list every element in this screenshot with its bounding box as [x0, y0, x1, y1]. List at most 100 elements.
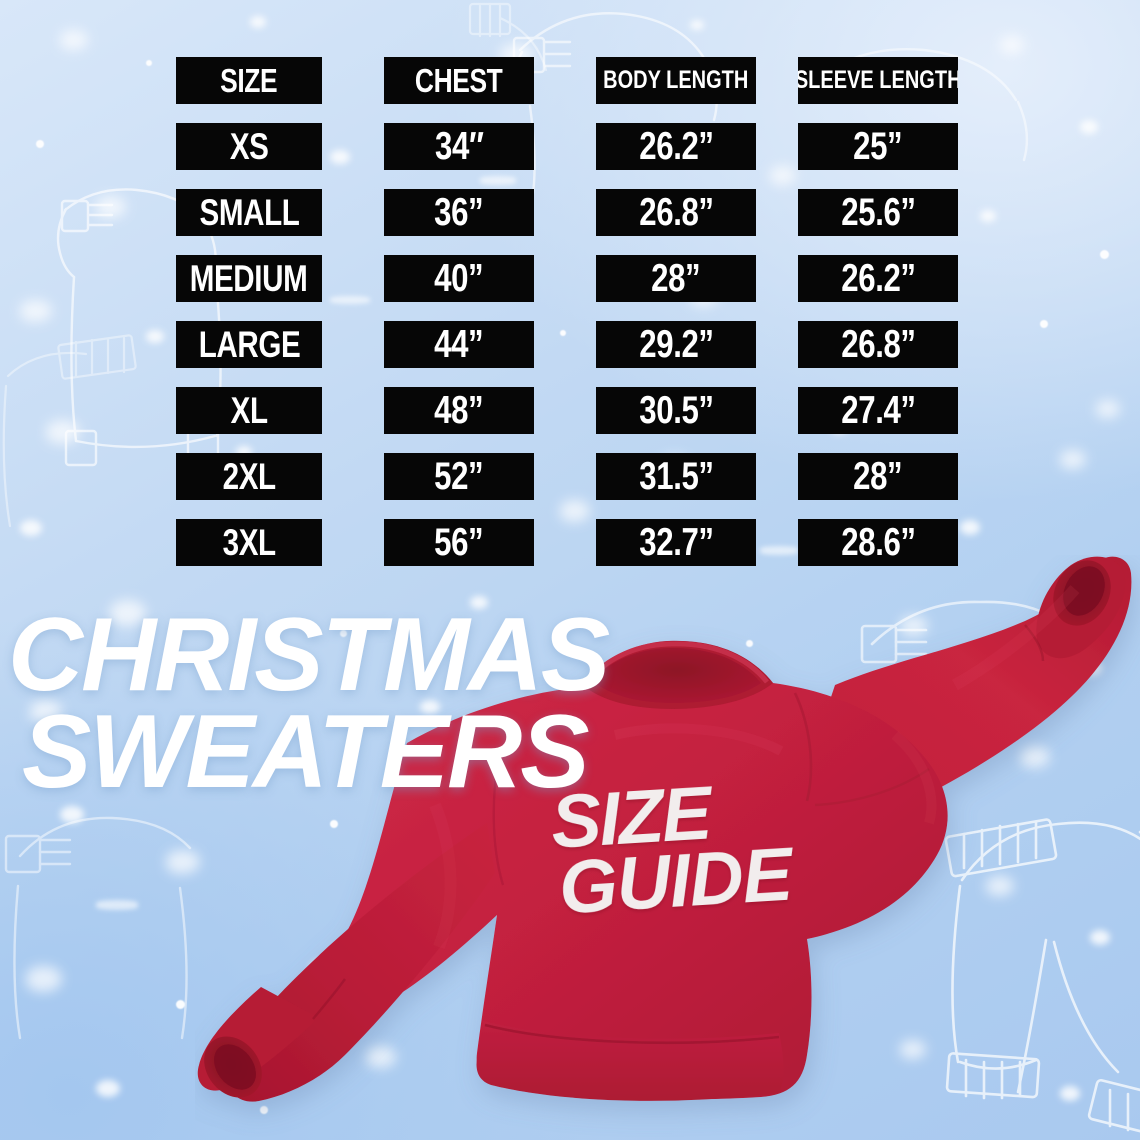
value-chest: 48”	[434, 389, 484, 432]
cell-chest: 48”	[384, 387, 534, 434]
cell-body-length: 32.7”	[596, 519, 756, 566]
value-body-length: 32.7”	[638, 521, 714, 564]
column-gap	[322, 387, 384, 434]
column-gap	[756, 57, 798, 104]
value-chest: 36”	[434, 191, 484, 234]
value-body-length: 31.5”	[638, 455, 714, 498]
header-label-sleeve-length: SLEEVE LENGTH	[798, 66, 958, 94]
cell-sleeve-length: 28”	[798, 453, 958, 500]
value-size: XL	[230, 390, 268, 431]
value-sleeve-length: 26.2”	[840, 257, 916, 300]
value-sleeve-length: 27.4”	[840, 389, 916, 432]
value-size: MEDIUM	[190, 258, 308, 299]
value-size: SMALL	[199, 192, 299, 233]
cell-sleeve-length: 25.6”	[798, 189, 958, 236]
column-gap	[756, 189, 798, 236]
value-sleeve-length: 26.8”	[840, 323, 916, 366]
column-gap	[534, 189, 596, 236]
column-gap	[534, 57, 596, 104]
title-line-1: CHRISTMAS	[8, 597, 610, 713]
cell-size: 3XL	[176, 519, 322, 566]
cell-body-length: 26.8”	[596, 189, 756, 236]
table-row: XS 34″ 26.2” 25”	[176, 123, 958, 170]
value-chest: 56”	[434, 521, 484, 564]
cell-chest: 52”	[384, 453, 534, 500]
cell-body-length: 28”	[596, 255, 756, 302]
value-chest: 52”	[434, 455, 484, 498]
value-body-length: 28”	[651, 257, 701, 300]
cell-body-length: 26.2”	[596, 123, 756, 170]
cell-chest: 34″	[384, 123, 534, 170]
cell-size: 2XL	[176, 453, 322, 500]
column-gap	[534, 123, 596, 170]
table-row: SMALL 36” 26.8” 25.6”	[176, 189, 958, 236]
column-gap	[756, 255, 798, 302]
value-size: LARGE	[198, 324, 300, 365]
print-line-2: GUIDE	[556, 831, 794, 930]
column-gap	[322, 453, 384, 500]
cell-body-length: 30.5”	[596, 387, 756, 434]
value-sleeve-length: 28”	[853, 455, 903, 498]
column-gap	[756, 321, 798, 368]
column-gap	[322, 255, 384, 302]
value-size: XS	[229, 126, 269, 167]
cell-body-length: 31.5”	[596, 453, 756, 500]
column-gap	[534, 453, 596, 500]
title-line-2: SWEATERS	[22, 693, 590, 810]
column-gap	[756, 453, 798, 500]
column-gap	[534, 255, 596, 302]
cell-sleeve-length: 26.8”	[798, 321, 958, 368]
cell-body-length: 29.2”	[596, 321, 756, 368]
cell-chest: 56”	[384, 519, 534, 566]
cell-chest: 36”	[384, 189, 534, 236]
table-row: 3XL 56” 32.7” 28.6”	[176, 519, 958, 566]
value-body-length: 26.2”	[638, 125, 714, 168]
value-sleeve-length: 28.6”	[840, 521, 916, 564]
value-chest: 44”	[434, 323, 484, 366]
cell-chest: 44”	[384, 321, 534, 368]
value-body-length: 29.2”	[638, 323, 714, 366]
column-gap	[756, 387, 798, 434]
cell-size: XL	[176, 387, 322, 434]
header-label-body-length: BODY LENGTH	[603, 66, 749, 94]
value-chest: 40”	[434, 257, 484, 300]
value-sleeve-length: 25.6”	[840, 191, 916, 234]
column-gap	[322, 57, 384, 104]
table-row: MEDIUM 40” 28” 26.2”	[176, 255, 958, 302]
size-chart-table: SIZE CHEST BODY LENGTH SLEEVE LENGTH XS …	[176, 57, 958, 585]
page-title: CHRISTMAS SWEATERS	[8, 597, 610, 810]
column-gap	[322, 189, 384, 236]
header-cell-body-length: BODY LENGTH	[596, 57, 756, 104]
cell-sleeve-length: 26.2”	[798, 255, 958, 302]
value-size: 2XL	[222, 456, 276, 497]
header-label-chest: CHEST	[415, 62, 503, 99]
column-gap	[322, 123, 384, 170]
column-gap	[534, 321, 596, 368]
column-gap	[534, 387, 596, 434]
cell-size: SMALL	[176, 189, 322, 236]
header-cell-chest: CHEST	[384, 57, 534, 104]
table-row: XL 48” 30.5” 27.4”	[176, 387, 958, 434]
value-chest: 34″	[434, 125, 484, 168]
column-gap	[322, 321, 384, 368]
value-size: 3XL	[222, 522, 276, 563]
table-header-row: SIZE CHEST BODY LENGTH SLEEVE LENGTH	[176, 57, 958, 104]
table-row: 2XL 52” 31.5” 28”	[176, 453, 958, 500]
value-body-length: 30.5”	[638, 389, 714, 432]
cell-size: MEDIUM	[176, 255, 322, 302]
cell-sleeve-length: 28.6”	[798, 519, 958, 566]
cell-size: LARGE	[176, 321, 322, 368]
table-row: LARGE 44” 29.2” 26.8”	[176, 321, 958, 368]
cell-chest: 40”	[384, 255, 534, 302]
cell-sleeve-length: 25”	[798, 123, 958, 170]
column-gap	[756, 123, 798, 170]
cell-sleeve-length: 27.4”	[798, 387, 958, 434]
sweater-product-image	[195, 555, 1140, 1140]
value-body-length: 26.8”	[638, 191, 714, 234]
header-cell-sleeve-length: SLEEVE LENGTH	[798, 57, 958, 104]
header-cell-size: SIZE	[176, 57, 322, 104]
cell-size: XS	[176, 123, 322, 170]
value-sleeve-length: 25”	[853, 125, 903, 168]
header-label-size: SIZE	[220, 62, 278, 99]
